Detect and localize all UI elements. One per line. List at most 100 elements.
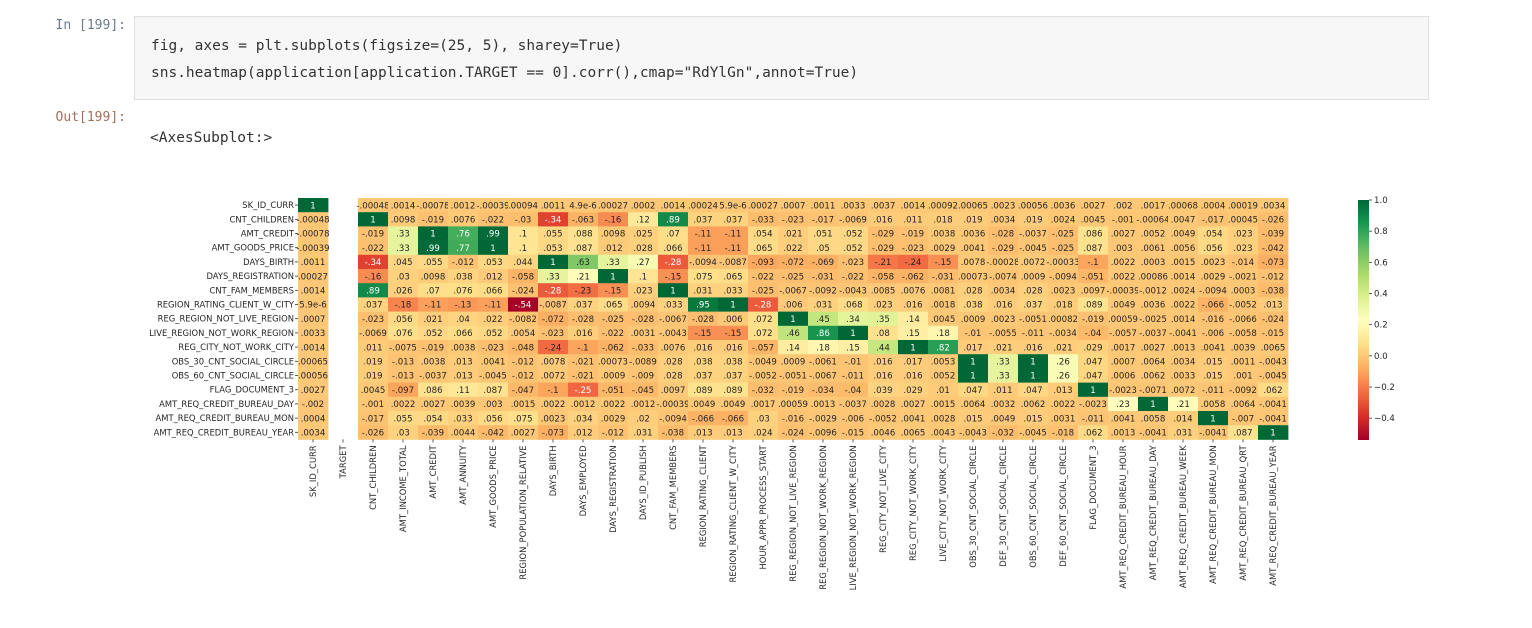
- cell-annotation: .02: [636, 414, 650, 424]
- heatmap-cell: [448, 382, 479, 398]
- code-line[interactable]: sns.heatmap(application[application.TARG…: [151, 65, 859, 81]
- heatmap-cell: [808, 283, 839, 298]
- heatmap-cell: [628, 382, 659, 398]
- heatmap-cell: [1078, 198, 1109, 213]
- heatmap-cell: [538, 198, 569, 213]
- heatmap-cell: [538, 382, 569, 398]
- heatmap-cell: [628, 411, 659, 426]
- heatmap-cell: [1228, 340, 1259, 355]
- cell-annotation: .63: [576, 258, 590, 268]
- cell-annotation: .0052: [1141, 230, 1166, 240]
- heatmap-cell: [748, 226, 779, 241]
- cell-annotation: .0027: [421, 400, 446, 410]
- cell-annotation: 1: [1030, 358, 1035, 368]
- input-prompt: In [199]:: [55, 18, 126, 33]
- heatmap-cell: [568, 297, 599, 312]
- heatmap-cell: [418, 283, 449, 298]
- heatmap-cell: [418, 254, 449, 270]
- heatmap-cell: [928, 396, 959, 412]
- cell-annotation: -.54: [515, 301, 532, 311]
- heatmap-cell: [1198, 340, 1229, 355]
- cell-annotation: -.23: [575, 287, 592, 297]
- heatmap-cell: [538, 354, 569, 369]
- cell-annotation: -.073: [1262, 258, 1284, 268]
- heatmap-cell: [568, 368, 599, 383]
- heatmap-cell: [1048, 283, 1079, 298]
- heatmap-cell: [1198, 283, 1229, 298]
- heatmap-cell: [598, 354, 629, 369]
- cell-annotation: .0064: [1231, 400, 1256, 410]
- cell-annotation: 1: [850, 329, 855, 339]
- heatmap-cell: [898, 269, 929, 284]
- heatmap-cell: [1048, 198, 1079, 213]
- heatmap-cell: [688, 311, 719, 327]
- heatmap-cell: [298, 396, 329, 412]
- heatmap-cell: [778, 354, 809, 369]
- cell-annotation: .0065: [901, 429, 926, 439]
- cell-annotation: .00059: [1108, 315, 1138, 325]
- cell-annotation: -.042: [1262, 244, 1284, 254]
- heatmap-cell: [988, 198, 1019, 213]
- heatmap-cell: [478, 325, 509, 341]
- heatmap-cell: [898, 325, 929, 341]
- cell-annotation: .0034: [991, 287, 1016, 297]
- cell-annotation: .0009: [601, 372, 626, 382]
- cell-annotation: .0049: [1171, 230, 1196, 240]
- heatmap-cell: [928, 226, 959, 241]
- heatmap-cell: [1048, 226, 1079, 241]
- heatmap-cell: [1258, 297, 1289, 312]
- heatmap-cell: [1258, 254, 1289, 270]
- heatmap-cell: [838, 354, 869, 369]
- cell-annotation: .21: [576, 272, 590, 282]
- cell-annotation: .016: [693, 343, 712, 353]
- heatmap-cell: [598, 269, 629, 284]
- heatmap-cell: [988, 382, 1019, 398]
- heatmap-cell: [928, 254, 959, 270]
- heatmap-cell: [1078, 212, 1109, 227]
- cell-annotation: -.16: [605, 216, 622, 226]
- cell-annotation: .0022: [1111, 258, 1136, 268]
- code-line[interactable]: fig, axes = plt.subplots(figsize=(25, 5)…: [151, 38, 623, 54]
- heatmap-cell: [898, 382, 929, 398]
- cell-annotation: -.023: [842, 258, 864, 268]
- heatmap-cell: [748, 254, 779, 270]
- heatmap-cell: [898, 340, 929, 355]
- heatmap-cell: [388, 240, 419, 256]
- heatmap-cell: [628, 368, 659, 383]
- heatmap-cell: [1258, 226, 1289, 241]
- heatmap-cell: [418, 198, 449, 213]
- cell-annotation: .00094: [508, 201, 538, 211]
- heatmap-cell: [1018, 354, 1049, 369]
- heatmap-cell: [598, 311, 629, 327]
- heatmap-cell: [958, 198, 989, 213]
- heatmap-cell: [1048, 411, 1079, 426]
- heatmap-cell: [598, 226, 629, 241]
- cell-annotation: -.051: [1082, 272, 1104, 282]
- heatmap-cell: [988, 254, 1019, 270]
- heatmap-cell: [358, 411, 389, 426]
- code-cell[interactable]: fig, axes = plt.subplots(figsize=(25, 5)…: [134, 16, 1429, 100]
- heatmap-cell: [1198, 198, 1229, 213]
- heatmap-cell: [958, 226, 989, 241]
- cell-annotation: .022: [483, 315, 502, 325]
- heatmap-cell: [1108, 240, 1139, 256]
- cell-annotation: -.021: [572, 358, 594, 368]
- cell-annotation: -.25: [575, 386, 592, 396]
- heatmap-cell: [598, 212, 629, 227]
- x-tick-label: DEF_60_CNT_SOCIAL_CIRCLE: [1058, 445, 1068, 566]
- cell-annotation: .00092: [928, 201, 958, 211]
- cell-annotation: .031: [633, 429, 652, 439]
- heatmap-cell: [1258, 240, 1289, 256]
- heatmap-cell: [1078, 226, 1109, 241]
- cell-annotation: .0039: [1231, 343, 1256, 353]
- cell-annotation: -.00039: [476, 201, 509, 211]
- heatmap-cell: [748, 212, 779, 227]
- cell-annotation: -.011: [1082, 414, 1104, 424]
- cell-annotation: .33: [996, 372, 1010, 382]
- cell-annotation: -.0089: [629, 358, 657, 368]
- cell-annotation: .0023: [541, 414, 566, 424]
- x-tick-label: DAYS_EMPLOYED: [578, 445, 588, 516]
- cell-annotation: -.0051: [1019, 315, 1047, 325]
- cell-annotation: .0029: [931, 244, 956, 254]
- heatmap-cell: [568, 283, 599, 298]
